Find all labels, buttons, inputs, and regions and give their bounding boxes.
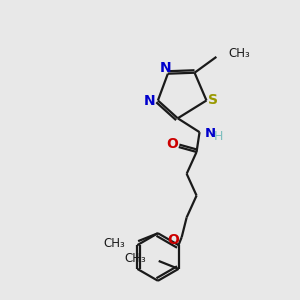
Text: H: H — [213, 130, 223, 142]
Text: S: S — [208, 94, 218, 107]
Text: N: N — [144, 94, 156, 109]
Text: N: N — [160, 61, 172, 75]
Text: CH₃: CH₃ — [103, 237, 125, 250]
Text: CH₃: CH₃ — [228, 47, 250, 60]
Text: O: O — [167, 233, 179, 247]
Text: N: N — [205, 127, 216, 140]
Text: CH₃: CH₃ — [124, 253, 146, 266]
Text: O: O — [166, 137, 178, 151]
